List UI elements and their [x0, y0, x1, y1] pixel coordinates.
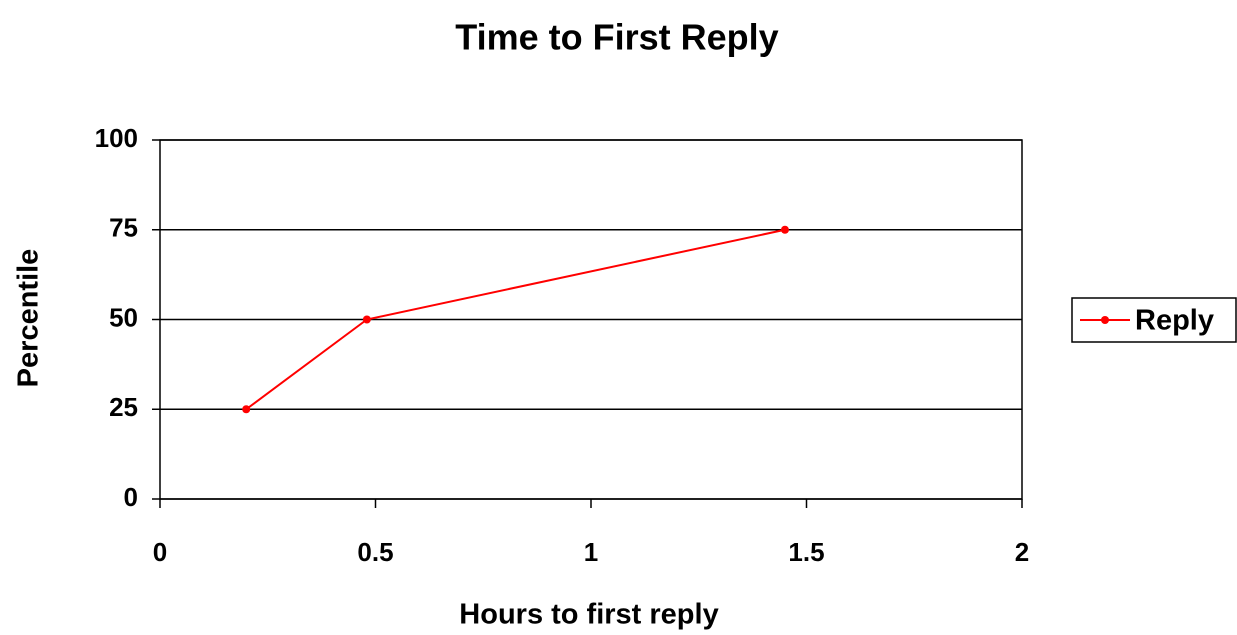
y-tick-label: 75 [109, 213, 138, 243]
x-tick-label: 0 [153, 537, 167, 567]
y-tick-label: 0 [124, 482, 138, 512]
x-axis-title: Hours to first reply [459, 599, 718, 631]
data-point [242, 405, 251, 414]
data-point [362, 315, 371, 324]
legend-label: Reply [1135, 305, 1214, 337]
y-axis-title: Percentile [13, 249, 45, 388]
y-tick-label: 50 [109, 302, 138, 332]
y-tick-label: 100 [95, 123, 138, 153]
x-tick-label: 0.5 [357, 537, 393, 567]
data-point [780, 225, 789, 234]
x-tick-label: 2 [1015, 537, 1029, 567]
x-tick-label: 1.5 [788, 537, 824, 567]
y-tick-label: 25 [109, 392, 138, 422]
chart-title: Time to First Reply [455, 17, 778, 58]
legend-marker [1101, 316, 1109, 324]
x-tick-label: 1 [584, 537, 598, 567]
